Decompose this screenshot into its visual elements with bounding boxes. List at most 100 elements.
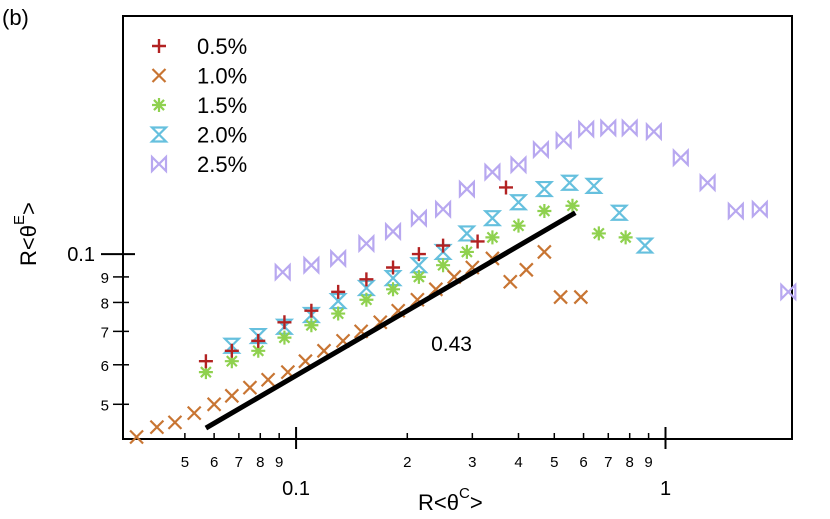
data-point [411, 247, 426, 262]
data-point [584, 177, 604, 194]
data-point [301, 306, 322, 324]
legend-label: 2.5% [197, 152, 247, 177]
x-minor-tick-label: 8 [256, 454, 264, 471]
legend-marker [151, 68, 167, 83]
data-point [129, 429, 144, 445]
data-point [502, 274, 518, 290]
y-minor-tick-label: 6 [101, 358, 109, 375]
x-minor-tick-label: 3 [468, 454, 476, 471]
data-point [635, 237, 655, 254]
legend-label: 1.0% [197, 64, 247, 89]
y-axis-ticks: 0.1 5 6 7 8 9 [67, 244, 135, 414]
data-point [780, 282, 797, 302]
data-point [356, 279, 377, 297]
data-point [537, 203, 552, 218]
data-point [386, 260, 401, 275]
data-point [672, 148, 689, 168]
series-2-5- [274, 118, 797, 302]
data-point [198, 354, 213, 369]
data-point [330, 248, 347, 269]
data-point [206, 397, 222, 412]
data-point [251, 333, 266, 348]
data-point [578, 119, 595, 139]
svg-text:R<θE>: R<θE> [11, 202, 41, 266]
legend-label: 1.5% [197, 93, 247, 118]
data-point [331, 306, 346, 321]
y-minor-tick-label: 7 [101, 324, 109, 341]
data-point [559, 174, 580, 191]
x-axis-title-base: R<θ [418, 490, 459, 515]
svg-text:R<θC>: R<θC> [418, 485, 483, 515]
data-point [411, 269, 426, 284]
legend-marker [150, 154, 168, 174]
data-point [555, 130, 572, 151]
data-point [260, 372, 276, 388]
panel-label: (b) [2, 5, 29, 30]
data-point [618, 230, 633, 245]
plot-frame [122, 15, 793, 440]
y-major-tick-label: 0.1 [67, 244, 95, 266]
x-minor-tick-label: 9 [644, 454, 652, 471]
data-point [591, 226, 606, 241]
data-point [409, 257, 429, 274]
data-point [751, 199, 768, 219]
data-point [600, 118, 617, 138]
x-minor-tick-label: 6 [579, 454, 587, 471]
data-point [328, 292, 348, 310]
legend-label: 0.5% [197, 34, 247, 59]
data-point [224, 388, 240, 404]
data-point [565, 198, 580, 213]
x-axis-ticks: 0.1 15 6 7 8 9 2 3 4 5 6 7 8 9 [181, 427, 671, 500]
legend-marker [152, 98, 166, 112]
series-1-0- [129, 244, 589, 445]
slope-fit-line [204, 210, 577, 431]
data-point [434, 199, 452, 219]
y-axis-title-suffix: > [16, 202, 41, 215]
data-point [645, 121, 662, 142]
data-point [484, 162, 501, 182]
data-point [436, 238, 451, 253]
data-point [553, 289, 568, 305]
data-point [532, 139, 550, 160]
legend-marker [152, 39, 166, 53]
legend-marker [149, 126, 169, 143]
data-point [304, 318, 319, 333]
data-point [224, 343, 239, 358]
legend-item: 2.0% [149, 123, 247, 148]
y-minor-tick-label: 9 [101, 270, 109, 287]
data-points [129, 118, 797, 445]
x-minor-tick-label: 7 [604, 454, 612, 471]
data-point [498, 180, 513, 195]
data-point [410, 208, 427, 228]
data-point [485, 230, 500, 245]
x-minor-tick-label: 2 [403, 454, 411, 471]
data-point [303, 255, 320, 275]
data-point [699, 173, 716, 193]
data-point [251, 343, 266, 358]
y-axis-title-superscript: E [11, 215, 28, 225]
data-point [242, 380, 258, 395]
data-point [358, 233, 375, 254]
y-axis-title: R<θE> [11, 202, 41, 266]
data-point [304, 303, 319, 318]
data-point [436, 258, 451, 273]
legend: 0.5% 1.0% 1.5% 2.0% 2.5% [149, 34, 247, 177]
data-point [167, 415, 183, 430]
data-point [510, 155, 527, 175]
data-point [331, 284, 346, 299]
data-point [274, 318, 295, 335]
legend-item: 2.5% [150, 152, 247, 177]
data-point [248, 327, 268, 345]
data-point [359, 272, 374, 287]
x-minor-tick-label: 6 [210, 454, 218, 471]
data-point [458, 179, 476, 199]
data-point [459, 244, 474, 259]
y-minor-tick-label: 8 [101, 295, 109, 312]
data-point [222, 337, 242, 354]
data-point [534, 180, 555, 198]
data-point [359, 292, 374, 307]
data-point [457, 225, 477, 242]
data-point [386, 282, 401, 297]
series-1-5- [198, 198, 633, 380]
